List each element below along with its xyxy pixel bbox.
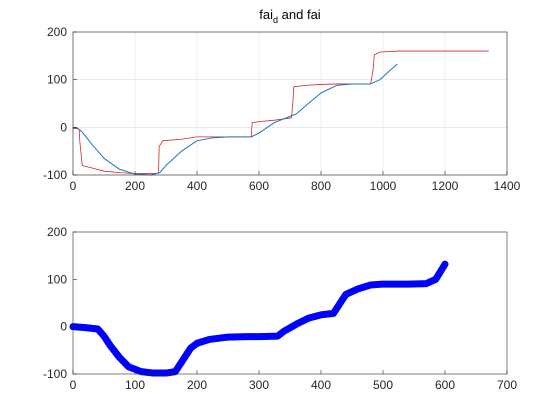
title-main: fai (259, 7, 273, 22)
top-tick-marks (72, 31, 508, 176)
top-x-tick-label: 1400 (494, 179, 521, 193)
bottom-y-tick-label: 100 (47, 272, 67, 286)
top-series-line-1 (72, 63, 398, 176)
title-rest: and fai (278, 7, 321, 22)
top-x-tick-label: 1000 (370, 179, 397, 193)
top-y-tick-label: 0 (60, 120, 67, 134)
bottom-x-tick-label: 500 (373, 378, 393, 392)
title-subscript: d (273, 15, 278, 25)
bottom-y-tick-label: 200 (47, 225, 67, 239)
top-y-tick-label: 200 (47, 25, 67, 39)
top-x-tick-labels: 0 200 400 600 800 1000 1200 1400 (70, 179, 521, 193)
top-series-group (72, 50, 489, 176)
top-x-tick-label: 600 (249, 179, 269, 193)
bottom-x-tick-label: 300 (249, 378, 269, 392)
bottom-x-tick-label: 200 (187, 378, 207, 392)
bottom-x-tick-label: 0 (70, 378, 77, 392)
top-y-tick-label: 100 (47, 73, 67, 87)
bottom-x-tick-label: 100 (125, 378, 145, 392)
top-x-tick-label: 200 (125, 179, 145, 193)
top-chart-title: faid and fai (259, 7, 321, 25)
bottom-y-tick-label: 0 (60, 320, 67, 334)
top-plot-area (73, 32, 507, 175)
top-axes-box (72, 31, 508, 176)
bottom-x-tick-labels: 0 100 200 300 400 500 600 700 (70, 378, 518, 392)
bottom-plot-area (73, 232, 507, 374)
top-x-tick-label: 800 (311, 179, 331, 193)
bottom-x-tick-label: 400 (311, 378, 331, 392)
top-x-tick-label: 0 (70, 179, 77, 193)
bottom-series-line-0 (69, 260, 449, 377)
bottom-y-tick-labels: -100 0 100 200 (43, 225, 67, 381)
bottom-tick-marks (72, 231, 508, 375)
top-y-tick-label: -100 (43, 168, 67, 182)
bottom-x-tick-label: 600 (435, 378, 455, 392)
top-y-tick-labels: -100 0 100 200 (43, 25, 67, 182)
top-series-line-0 (72, 50, 489, 174)
bottom-series-group (69, 260, 449, 377)
bottom-axes-box (72, 231, 508, 375)
top-x-tick-label: 1200 (432, 179, 459, 193)
bottom-x-tick-label: 700 (497, 378, 517, 392)
bottom-y-tick-label: -100 (43, 367, 67, 381)
top-x-tick-label: 400 (187, 179, 207, 193)
